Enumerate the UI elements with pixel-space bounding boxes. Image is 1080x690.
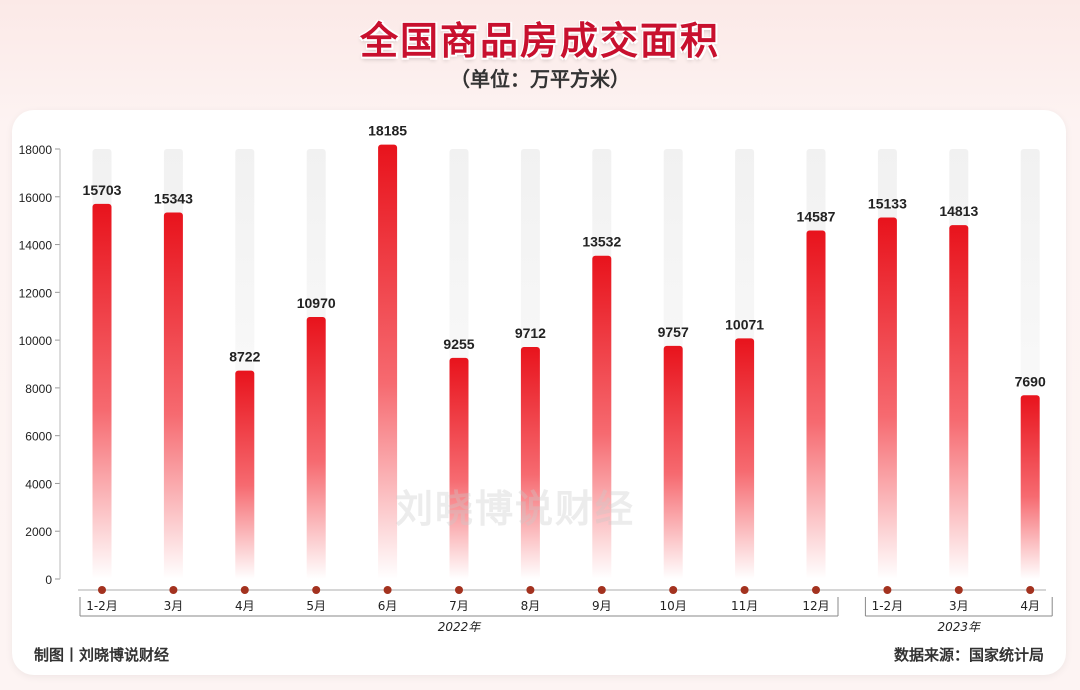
x-tick-label: 10月 [660, 599, 687, 613]
bar [378, 144, 398, 579]
y-tick-label: 16000 [19, 191, 53, 205]
credit-text: 制图丨刘晓博说财经 [34, 646, 170, 664]
x-axis-dot [669, 586, 678, 594]
watermark: 刘晓博说财经 [395, 487, 636, 531]
x-axis-dot [383, 586, 392, 594]
data-label: 9255 [443, 336, 474, 352]
bar [877, 217, 897, 579]
year-label: 2023年 [938, 620, 983, 634]
data-label: 14813 [939, 203, 978, 219]
y-tick-label: 4000 [25, 477, 52, 491]
y-tick-label: 10000 [19, 334, 53, 348]
x-axis-dot [883, 586, 892, 594]
x-tick-label: 3月 [949, 599, 969, 613]
bar [163, 212, 183, 579]
bar [592, 255, 612, 580]
x-axis-dot [312, 586, 321, 594]
x-tick-label: 4月 [235, 599, 255, 613]
data-label: 13532 [582, 234, 621, 250]
x-axis-dot [240, 586, 249, 594]
x-axis-dot [812, 586, 820, 594]
y-tick-label: 12000 [19, 286, 53, 300]
x-tick-label: 7月 [449, 599, 469, 613]
bar [1020, 395, 1040, 579]
bar [306, 316, 326, 579]
x-tick-label: 1-2月 [872, 599, 904, 613]
bar [806, 230, 826, 579]
chart-subtitle: （单位：万平方米） [450, 67, 630, 91]
year-label: 2022年 [438, 620, 483, 634]
data-label: 18185 [368, 123, 407, 139]
x-axis-dot [98, 586, 106, 594]
data-label: 15133 [868, 195, 907, 211]
y-tick-label: 8000 [25, 382, 52, 396]
data-label: 14587 [797, 209, 836, 225]
x-axis-dot [740, 586, 749, 594]
x-tick-label: 5月 [306, 599, 326, 613]
bar [663, 345, 683, 579]
data-label: 7690 [1015, 373, 1046, 389]
y-tick-label: 2000 [25, 525, 52, 539]
x-tick-label: 8月 [521, 599, 541, 613]
data-label: 9712 [515, 325, 546, 341]
chart-title: 全国商品房成交面积 [359, 19, 720, 63]
x-tick-label: 11月 [731, 599, 758, 613]
data-label: 9757 [658, 324, 689, 340]
x-tick-label: 4月 [1020, 599, 1040, 613]
x-tick-label: 12月 [802, 599, 829, 613]
bar [949, 225, 969, 579]
x-tick-label: 6月 [378, 599, 398, 613]
x-axis-dot [455, 586, 463, 594]
x-axis-dot [597, 586, 606, 594]
x-tick-label: 9月 [592, 599, 612, 613]
source-text: 数据来源：国家统计局 [893, 646, 1044, 664]
data-label: 10071 [725, 316, 764, 332]
y-tick-label: 14000 [19, 239, 53, 253]
x-tick-label: 3月 [164, 599, 184, 613]
bar [449, 357, 469, 579]
x-axis-dot [1026, 586, 1035, 594]
data-label: 15703 [83, 182, 122, 198]
x-axis-dot [526, 586, 535, 594]
x-tick-label: 1-2月 [86, 599, 118, 613]
x-axis-dot [169, 586, 178, 594]
y-tick-label: 6000 [25, 430, 52, 444]
bar [92, 203, 112, 579]
bar [235, 370, 255, 579]
data-label: 15343 [154, 190, 193, 206]
x-axis-dot [954, 586, 963, 594]
data-label: 10970 [297, 295, 336, 311]
data-label: 8722 [229, 349, 260, 365]
y-tick-label: 18000 [19, 143, 53, 157]
y-tick-label: 0 [45, 573, 52, 587]
bar [520, 346, 540, 579]
bar [735, 338, 755, 579]
